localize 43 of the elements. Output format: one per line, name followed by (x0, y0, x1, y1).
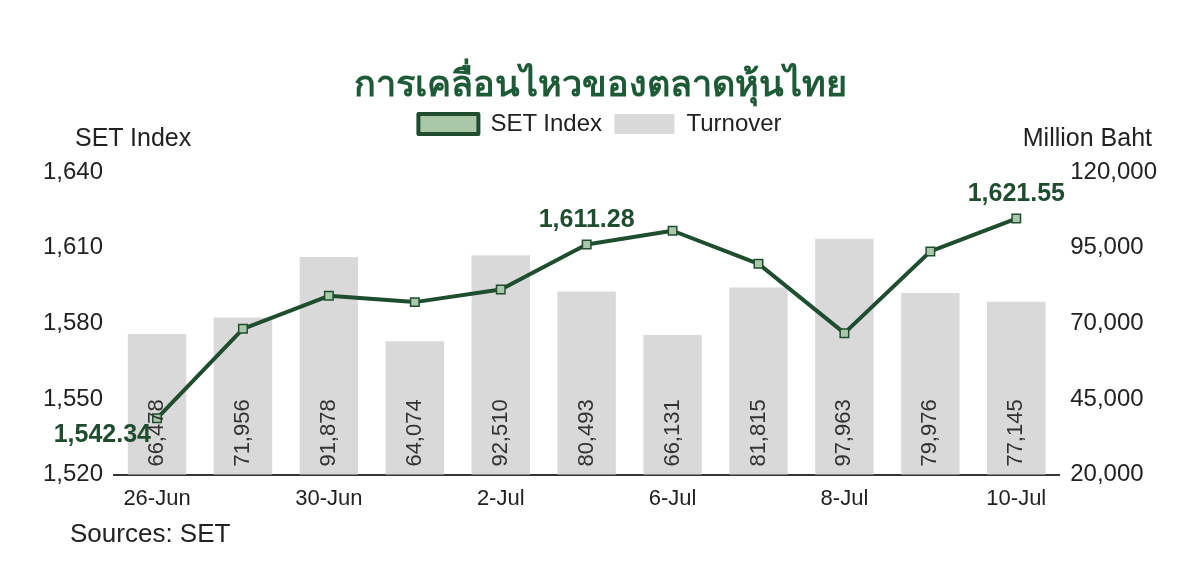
point (925, 246, 936, 257)
data-label: 92,510 (486, 399, 512, 467)
data-label: 77,145 (1002, 399, 1028, 467)
point (237, 323, 248, 334)
point (323, 290, 334, 301)
data-label: 80,493 (572, 399, 598, 467)
point (1011, 213, 1022, 224)
y2-tick-label: 20,000 (1070, 459, 1144, 487)
legend-label: Turnover (686, 108, 782, 136)
point (839, 328, 850, 339)
y-axis-title: SET Index (75, 123, 192, 152)
x-tick-label: 2-Jul (476, 484, 525, 510)
y-tick-label: 1,520 (43, 459, 104, 487)
x-tick-label: 26-Jun (123, 484, 191, 510)
point (409, 297, 420, 308)
y-tick-label: 1,610 (43, 232, 104, 260)
y-tick-label: 1,550 (43, 383, 104, 411)
y2-tick-label: 70,000 (1070, 307, 1144, 335)
data-label: 66,131 (658, 399, 684, 467)
data-label: 1,621.55 (967, 177, 1066, 206)
data-label: 71,956 (229, 399, 255, 467)
data-label: 97,963 (830, 399, 856, 467)
y2-tick-label: 120,000 (1070, 156, 1158, 184)
data-label: 91,878 (314, 399, 340, 467)
y2-tick-label: 45,000 (1070, 383, 1144, 411)
y-tick-label: 1,640 (43, 156, 104, 184)
data-label: 79,976 (916, 399, 942, 467)
data-label: 1,611.28 (538, 203, 635, 232)
x-tick-label: 30-Jun (295, 484, 363, 510)
legend-label: SET Index (490, 108, 603, 136)
x-tick-label: 8-Jul (820, 484, 869, 510)
y-tick-label: 1,580 (43, 307, 104, 335)
point (667, 225, 678, 236)
y2-tick-label: 95,000 (1070, 232, 1144, 260)
data-label: 64,074 (400, 399, 426, 467)
point (581, 239, 592, 250)
x-tick-label: 6-Jul (648, 484, 697, 510)
source-note: Sources: SET (70, 518, 231, 549)
x-tick-label: 10-Jul (986, 484, 1047, 510)
point (495, 284, 506, 295)
data-label: 81,815 (744, 399, 770, 467)
point (753, 258, 764, 269)
y2-axis-title: Million Baht (1022, 123, 1153, 152)
